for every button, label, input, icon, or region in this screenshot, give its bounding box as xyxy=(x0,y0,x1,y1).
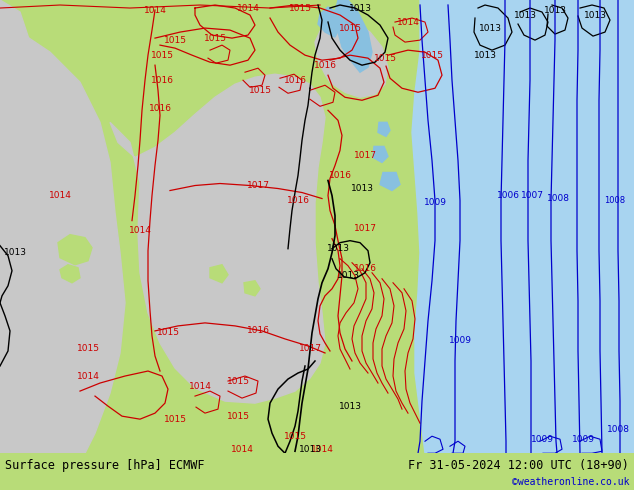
Text: 1017: 1017 xyxy=(299,344,321,353)
Text: 1016: 1016 xyxy=(287,196,309,205)
Polygon shape xyxy=(210,265,228,283)
Text: 1009: 1009 xyxy=(424,198,446,207)
Text: 1015: 1015 xyxy=(204,34,226,43)
Polygon shape xyxy=(335,0,372,72)
Text: 1008: 1008 xyxy=(547,194,569,203)
Text: 1014: 1014 xyxy=(236,3,259,13)
Text: 1008: 1008 xyxy=(604,196,626,205)
Text: 1013: 1013 xyxy=(349,3,372,13)
Text: 1013: 1013 xyxy=(479,24,501,32)
Text: 1014: 1014 xyxy=(143,5,167,15)
Text: 1015: 1015 xyxy=(420,50,444,60)
Text: 1006: 1006 xyxy=(496,191,519,200)
Polygon shape xyxy=(0,12,125,453)
Text: Surface pressure [hPa] ECMWF: Surface pressure [hPa] ECMWF xyxy=(5,459,205,472)
Polygon shape xyxy=(412,0,634,453)
Text: 1015: 1015 xyxy=(226,412,250,420)
Text: 1016: 1016 xyxy=(313,61,337,70)
Text: 1017: 1017 xyxy=(354,151,377,160)
Text: 1015: 1015 xyxy=(339,24,361,32)
Text: 1009: 1009 xyxy=(531,435,553,444)
Text: 1017: 1017 xyxy=(247,181,269,190)
Text: 1014: 1014 xyxy=(49,191,72,200)
Polygon shape xyxy=(318,7,340,37)
Text: 1015: 1015 xyxy=(164,36,186,45)
Text: 1015: 1015 xyxy=(226,376,250,386)
Polygon shape xyxy=(58,235,92,265)
Text: 1014: 1014 xyxy=(188,382,211,391)
Text: 1013: 1013 xyxy=(351,184,373,193)
Text: 1009: 1009 xyxy=(571,435,595,444)
Text: 1015: 1015 xyxy=(373,54,396,63)
Text: 1013: 1013 xyxy=(583,11,607,20)
Polygon shape xyxy=(380,172,400,191)
Text: 1015: 1015 xyxy=(150,50,174,60)
Text: ©weatheronline.co.uk: ©weatheronline.co.uk xyxy=(512,477,629,487)
Text: 1015: 1015 xyxy=(157,328,179,338)
Text: 1016: 1016 xyxy=(247,326,269,336)
Text: 1009: 1009 xyxy=(448,337,472,345)
Text: 1008: 1008 xyxy=(607,425,630,434)
Polygon shape xyxy=(315,20,388,98)
Text: 1016: 1016 xyxy=(328,171,351,180)
Text: 1013: 1013 xyxy=(339,402,361,411)
Text: 1013: 1013 xyxy=(474,50,496,60)
Text: 1017: 1017 xyxy=(354,224,377,233)
Text: 1014: 1014 xyxy=(311,445,333,454)
Text: 1014: 1014 xyxy=(396,18,420,26)
Text: 1016: 1016 xyxy=(150,76,174,85)
Polygon shape xyxy=(244,281,260,296)
Polygon shape xyxy=(378,122,390,136)
Text: 1013: 1013 xyxy=(299,445,321,454)
Text: 1015: 1015 xyxy=(77,344,100,353)
Text: 1014: 1014 xyxy=(77,371,100,381)
Text: 1013: 1013 xyxy=(514,11,536,20)
Text: 1015: 1015 xyxy=(164,415,186,424)
Polygon shape xyxy=(0,0,30,147)
Text: 1013: 1013 xyxy=(543,5,567,15)
Text: 1015: 1015 xyxy=(249,86,271,95)
Text: 1013: 1013 xyxy=(337,271,359,280)
Text: Fr 31-05-2024 12:00 UTC (18+90): Fr 31-05-2024 12:00 UTC (18+90) xyxy=(408,459,629,472)
Text: 1013: 1013 xyxy=(4,248,27,257)
Polygon shape xyxy=(60,265,80,283)
Polygon shape xyxy=(110,74,325,403)
Text: 1015: 1015 xyxy=(283,432,306,441)
Text: 1014: 1014 xyxy=(231,445,254,454)
Text: 1016: 1016 xyxy=(354,264,377,273)
Text: 1007: 1007 xyxy=(521,191,543,200)
Text: 1013: 1013 xyxy=(327,244,349,253)
Text: 1016: 1016 xyxy=(148,104,172,113)
Text: 1015: 1015 xyxy=(288,3,311,13)
Text: 1014: 1014 xyxy=(129,226,152,235)
Text: 1016: 1016 xyxy=(283,76,306,85)
Polygon shape xyxy=(373,147,388,163)
